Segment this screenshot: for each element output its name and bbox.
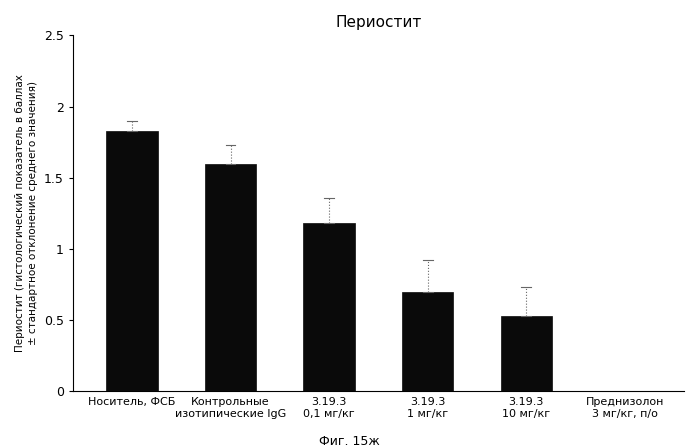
Bar xyxy=(303,224,354,392)
Text: Фиг. 15ж: Фиг. 15ж xyxy=(319,435,380,447)
Bar xyxy=(205,164,256,392)
Y-axis label: Периостит (гистологический показатель в баллах
± стандартное отклонение среднего: Периостит (гистологический показатель в … xyxy=(15,75,38,352)
Bar xyxy=(402,292,454,392)
Title: Периостит: Периостит xyxy=(336,15,421,30)
Bar xyxy=(500,316,552,392)
Bar xyxy=(106,131,157,392)
